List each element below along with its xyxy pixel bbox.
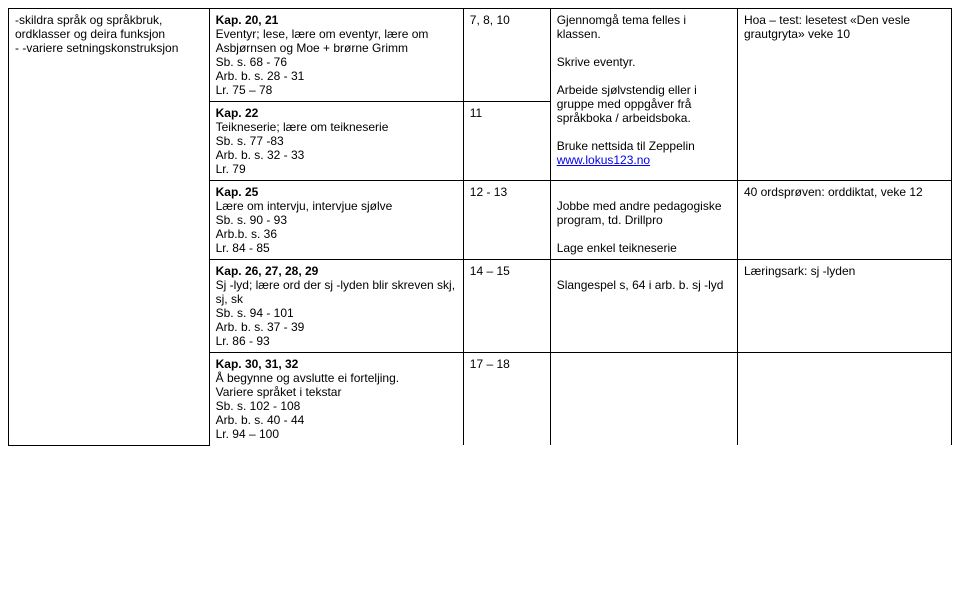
kap-30-32-cell: Kap. 30, 31, 32 Å begynne og avslutte ei… <box>209 353 463 446</box>
kap-30-32-body: Å begynne og avslutte ei forteljing. Var… <box>216 371 399 441</box>
weeks-r4: 14 – 15 <box>463 260 550 353</box>
kap-26-29-body: Sj -lyd; lære ord der sj -lyden blir skr… <box>216 278 455 348</box>
goals-text: -skildra språk og språkbruk, ordklasser … <box>15 13 178 55</box>
lokus-link[interactable]: www.lokus123.no <box>557 153 650 167</box>
goals-cell: -skildra språk og språkbruk, ordklasser … <box>9 9 210 446</box>
activities-top-cell: Gjennomgå tema felles i klassen. Skrive … <box>550 9 737 181</box>
kap-25-cell: Kap. 25 Lære om intervju, intervjue sjøl… <box>209 181 463 260</box>
kap-20-21-body: Eventyr; lese, lære om eventyr, lære om … <box>216 27 429 97</box>
activities-mid-cell: Jobbe med andre pedagogiske program, td.… <box>550 181 737 260</box>
act-top-c: Arbeide sjølvstendig eller i gruppe med … <box>557 83 697 125</box>
kap-26-29-cell: Kap. 26, 27, 28, 29 Sj -lyd; lære ord de… <box>209 260 463 353</box>
weeks-r3: 12 - 13 <box>463 181 550 260</box>
kap-20-21-cell: Kap. 20, 21 Eventyr; lese, lære om event… <box>209 9 463 102</box>
activities-r5 <box>550 353 737 446</box>
kap-25-body: Lære om intervju, intervjue sjølve Sb. s… <box>216 199 393 255</box>
assess-r5 <box>737 353 951 446</box>
kap-22-title: Kap. 22 <box>216 106 259 120</box>
kap-30-32-title: Kap. 30, 31, 32 <box>216 357 299 371</box>
act-mid-b: Lage enkel teikneserie <box>557 241 677 255</box>
act-top-b: Skrive eventyr. <box>557 55 636 69</box>
assess-r3: 40 ordsprøven: orddiktat, veke 12 <box>737 181 951 260</box>
act-mid-a: Jobbe med andre pedagogiske program, td.… <box>557 199 722 227</box>
weeks-r2: 11 <box>463 102 550 181</box>
kap-20-21-title: Kap. 20, 21 <box>216 13 279 27</box>
activities-r4: Slangespel s, 64 i arb. b. sj -lyd <box>550 260 737 353</box>
kap-25-title: Kap. 25 <box>216 185 259 199</box>
assess-r1: Hoa – test: lesetest «Den vesle grautgry… <box>737 9 951 181</box>
kap-26-29-title: Kap. 26, 27, 28, 29 <box>216 264 319 278</box>
act-r4-text: Slangespel s, 64 i arb. b. sj -lyd <box>557 278 724 292</box>
assess-r4: Læringsark: sj -lyden <box>737 260 951 353</box>
weeks-r1: 7, 8, 10 <box>463 9 550 102</box>
plan-table: -skildra språk og språkbruk, ordklasser … <box>8 8 952 446</box>
act-top-d-pre: Bruke nettsida til Zeppelin <box>557 139 695 153</box>
act-top-a: Gjennomgå tema felles i klassen. <box>557 13 686 41</box>
kap-22-body: Teikneserie; lære om teikneserie Sb. s. … <box>216 120 389 176</box>
kap-22-cell: Kap. 22 Teikneserie; lære om teikneserie… <box>209 102 463 181</box>
weeks-r5: 17 – 18 <box>463 353 550 446</box>
